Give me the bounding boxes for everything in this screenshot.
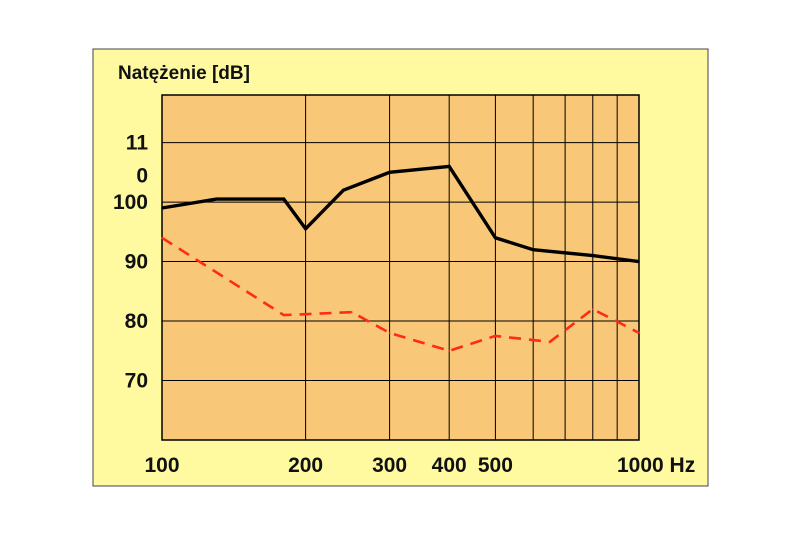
series-1-point [532,248,534,251]
series-1-point [304,228,307,230]
y-axis-label: Natężenie [dB] [118,63,250,84]
series-line-2-dashed [161,236,640,353]
series-2-point [282,314,285,316]
y-tick-label: 90 [125,251,148,274]
y-tick-label: 0 [136,164,148,187]
series-2-point [388,332,391,334]
series-1-point [215,198,218,200]
series-2-point [351,311,353,313]
x-tick-label: 100 [144,454,179,477]
y-tick-labels: 70 80 90 100 0 11 [113,132,148,393]
series-2-point [448,349,450,352]
series-1-point [388,171,391,174]
x-tick-label: 1000 Hz [617,454,695,477]
y-tick-label: 70 [125,370,148,393]
series-1-point [448,165,450,168]
series-1-point [161,207,163,209]
series-layer [161,164,640,353]
y-tick-label: 80 [125,310,148,333]
series-2-point [161,236,163,239]
series-1-point [494,236,497,239]
grid [161,95,640,440]
series-2-point [638,332,640,334]
series-1-point [638,260,640,263]
x-tick-label: 400 [432,454,467,477]
x-tick-label: 200 [288,454,323,477]
y-tick-label: 100 [113,191,148,214]
x-tick-label: 300 [372,454,407,477]
series-2-point [591,308,594,310]
series-2-point [494,335,497,337]
series-1-point [591,254,594,257]
series-1-point [342,189,345,191]
plot-area [161,94,640,441]
y-tick-label: 11 [126,132,149,155]
x-tick-label: 500 [478,454,513,477]
series-1-point [282,198,285,200]
series-2-point [548,341,551,343]
x-tick-labels: 100 200 300 400 500 1000 Hz [144,454,695,477]
